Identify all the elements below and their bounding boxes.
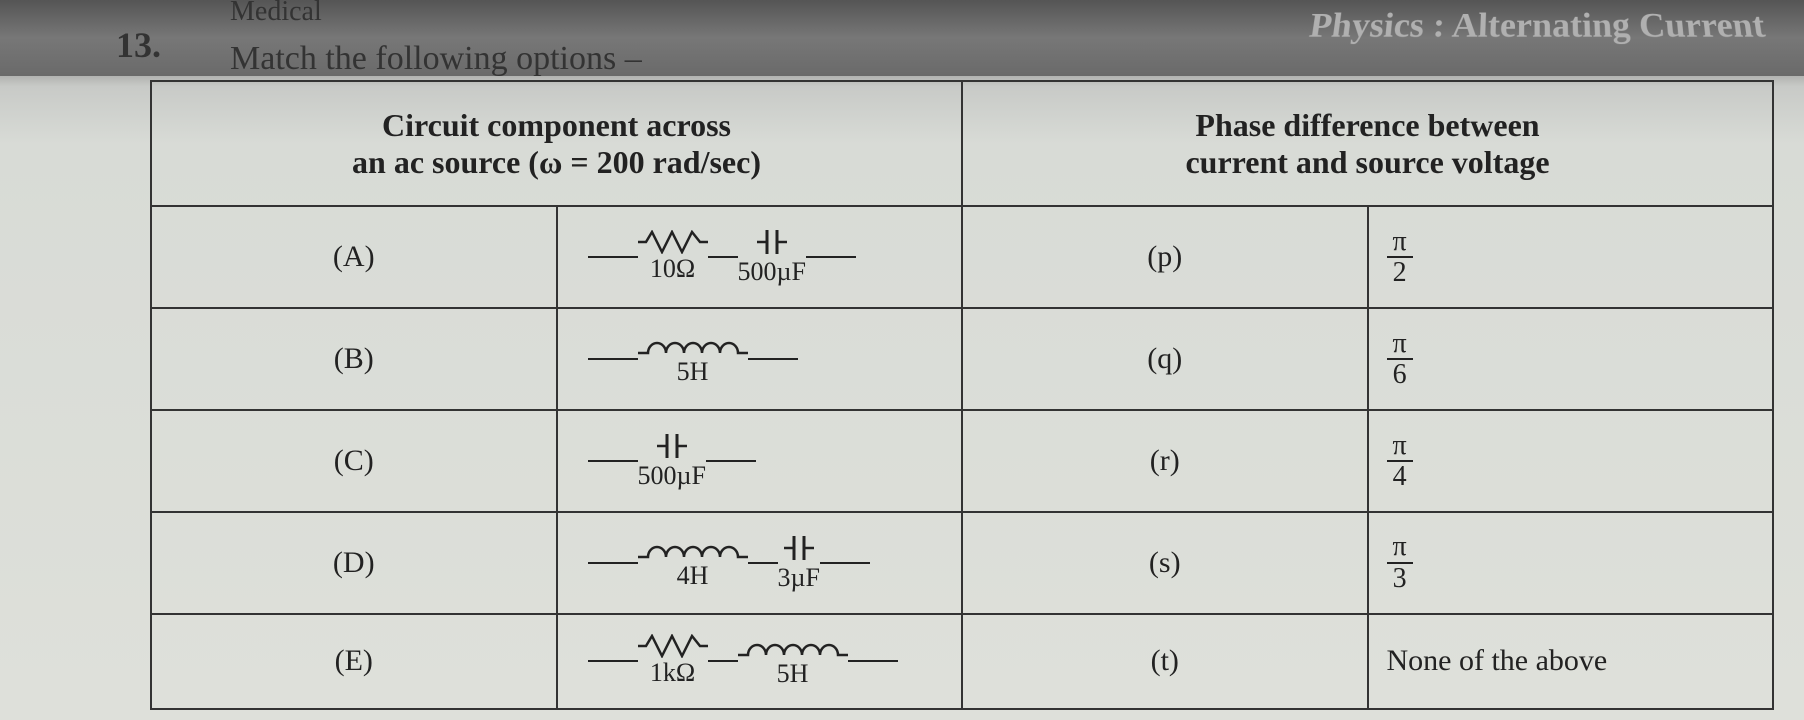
table-row: (B) 5H (q) π 6	[151, 308, 1773, 410]
fraction-denominator: 2	[1387, 258, 1413, 287]
resistor-icon	[638, 230, 708, 254]
left-row-label: (C)	[151, 410, 557, 512]
phase-cell: π 6	[1368, 308, 1774, 410]
circuit-diagram: 500µF	[588, 431, 756, 491]
circuit-cell: 500µF	[557, 410, 963, 512]
component-value-label: 10Ω	[650, 254, 695, 284]
right-row-label: (p)	[962, 206, 1368, 308]
circuit-cell: 4H 3µF	[557, 512, 963, 614]
right-header-line2: current and source voltage	[969, 144, 1766, 181]
circuit-cell: 5H	[557, 308, 963, 410]
right-column-header: Phase difference between current and sou…	[962, 81, 1773, 206]
page: Medical Physics : Alternating Current 13…	[0, 0, 1804, 720]
inductor-icon	[638, 331, 748, 357]
table-row: (D) 4H 3µF (s) π 3	[151, 512, 1773, 614]
fraction-numerator: π	[1387, 431, 1413, 462]
table-body: (A) 10Ω 500µF (p) π 2 (B) 5H (q) π 6 (C)	[151, 206, 1773, 709]
component-value-label: 5H	[677, 357, 709, 387]
fraction-numerator: π	[1387, 532, 1413, 563]
circuit-diagram: 4H 3µF	[588, 533, 870, 593]
phase-fraction: π 6	[1387, 329, 1413, 390]
circuit-cell: 1kΩ 5H	[557, 614, 963, 709]
component-value-label: 1kΩ	[650, 658, 695, 688]
question-instruction: Match the following options –	[230, 40, 642, 78]
phase-fraction: π 4	[1387, 431, 1413, 492]
inductor-icon	[638, 535, 748, 561]
resistor-component: 1kΩ	[638, 634, 708, 688]
left-header-line1: Circuit component across	[158, 107, 955, 144]
component-value-label: 5H	[777, 659, 809, 689]
chapter-title: Physics : Alternating Current	[1307, 5, 1768, 46]
right-row-label: (s)	[962, 512, 1368, 614]
right-row-label: (r)	[962, 410, 1368, 512]
right-row-label: (t)	[962, 614, 1368, 709]
circuit-diagram: 5H	[588, 331, 798, 387]
book-series-label: Medical	[230, 0, 322, 28]
component-value-label: 500µF	[738, 257, 806, 287]
phase-fraction: π 3	[1387, 532, 1413, 593]
question-number: 13.	[116, 24, 161, 66]
capacitor-icon	[757, 227, 787, 257]
phase-cell: None of the above	[1368, 614, 1774, 709]
resistor-icon	[638, 634, 708, 658]
inductor-icon	[738, 633, 848, 659]
phase-fraction: π 2	[1387, 227, 1413, 288]
right-header-line1: Phase difference between	[969, 107, 1766, 144]
component-value-label: 4H	[677, 561, 709, 591]
left-column-header: Circuit component across an ac source (ω…	[151, 81, 962, 206]
left-row-label: (E)	[151, 614, 557, 709]
phase-text: None of the above	[1387, 644, 1608, 677]
table-header-row: Circuit component across an ac source (ω…	[151, 81, 1773, 206]
circuit-cell: 10Ω 500µF	[557, 206, 963, 308]
fraction-denominator: 4	[1387, 462, 1413, 491]
inductor-component: 5H	[738, 633, 848, 689]
capacitor-component: 3µF	[778, 533, 820, 593]
phase-cell: π 4	[1368, 410, 1774, 512]
circuit-diagram: 10Ω 500µF	[588, 227, 856, 287]
circuit-diagram: 1kΩ 5H	[588, 633, 898, 689]
phase-cell: π 2	[1368, 206, 1774, 308]
table-row: (A) 10Ω 500µF (p) π 2	[151, 206, 1773, 308]
component-value-label: 500µF	[638, 461, 706, 491]
inductor-component: 5H	[638, 331, 748, 387]
left-header-line2: an ac source (ω = 200 rad/sec)	[158, 144, 955, 181]
inductor-component: 4H	[638, 535, 748, 591]
fraction-denominator: 3	[1387, 564, 1413, 593]
fraction-numerator: π	[1387, 227, 1413, 258]
right-row-label: (q)	[962, 308, 1368, 410]
resistor-component: 10Ω	[638, 230, 708, 284]
phase-cell: π 3	[1368, 512, 1774, 614]
fraction-numerator: π	[1387, 329, 1413, 360]
match-table-container: Circuit component across an ac source (ω…	[150, 80, 1774, 710]
capacitor-icon	[657, 431, 687, 461]
fraction-denominator: 6	[1387, 360, 1413, 389]
capacitor-component: 500µF	[738, 227, 806, 287]
left-row-label: (D)	[151, 512, 557, 614]
table-row: (E) 1kΩ 5H (t) None of the above	[151, 614, 1773, 709]
table-row: (C) 500µF (r) π 4	[151, 410, 1773, 512]
left-row-label: (B)	[151, 308, 557, 410]
match-table: Circuit component across an ac source (ω…	[150, 80, 1774, 710]
capacitor-component: 500µF	[638, 431, 706, 491]
left-row-label: (A)	[151, 206, 557, 308]
capacitor-icon	[784, 533, 814, 563]
component-value-label: 3µF	[778, 563, 820, 593]
